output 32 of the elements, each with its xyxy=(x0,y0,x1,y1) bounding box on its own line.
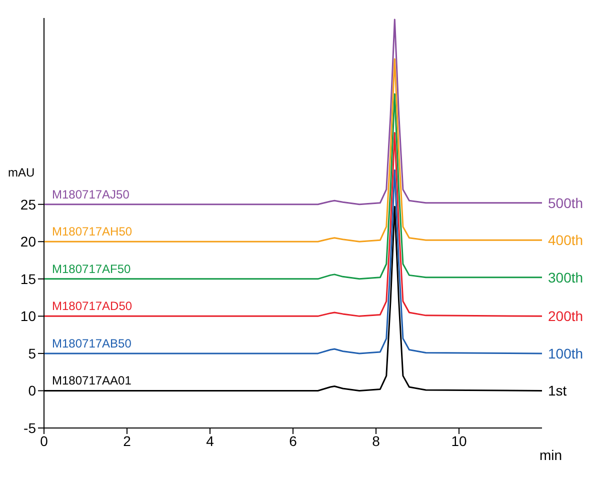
text: 500th xyxy=(548,194,584,211)
series-label: M180717AA01 xyxy=(52,374,132,388)
series-label: M180717AF50 xyxy=(52,262,132,276)
y-tick-label: 0 xyxy=(28,382,36,399)
y-tick-label: 20 xyxy=(20,234,36,250)
series-label: M180717AH50 xyxy=(52,224,132,239)
y-tick-label: 25 xyxy=(20,196,36,212)
text: 100th xyxy=(548,345,584,362)
x-tick-label: 8 xyxy=(372,432,380,449)
series-label: M180717AB50 xyxy=(52,336,132,350)
line-series xyxy=(44,58,542,242)
series-label: M180717AD50 xyxy=(52,299,132,314)
y-tick-label: 10 xyxy=(20,308,36,324)
x-tick-label: 10 xyxy=(451,432,467,449)
text: 300th xyxy=(548,269,584,286)
y-tick-label: -5 xyxy=(24,420,36,436)
y-tick-label: 5 xyxy=(28,345,36,362)
x-axis-title: min xyxy=(539,447,562,463)
y-axis-title: mAU xyxy=(8,166,35,180)
line-series xyxy=(44,93,542,280)
text: 200th xyxy=(548,308,584,324)
line-series xyxy=(44,18,542,206)
x-tick-label: 6 xyxy=(289,432,298,449)
text: 400th xyxy=(548,232,584,248)
x-tick-label: 0 xyxy=(40,432,48,449)
line-series xyxy=(44,132,542,317)
y-tick-label: 15 xyxy=(20,270,36,287)
line-series xyxy=(44,169,542,354)
text: 1st xyxy=(548,382,567,399)
series-label: M180717AJ50 xyxy=(52,187,130,202)
x-tick-label: 4 xyxy=(206,432,214,449)
x-tick-label: 2 xyxy=(123,432,132,449)
